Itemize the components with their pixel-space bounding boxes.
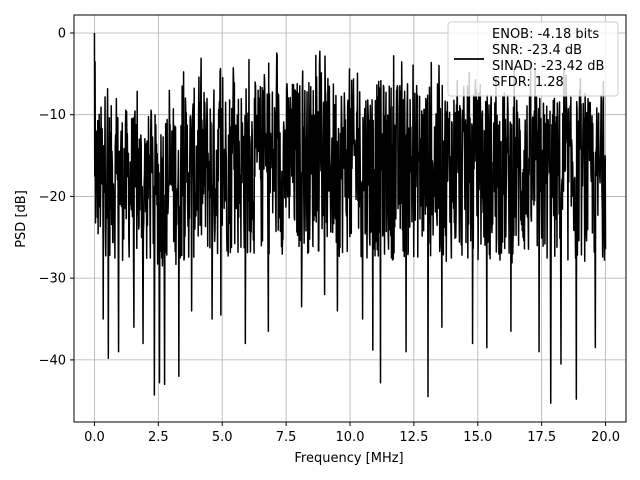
y-tick-label: −20: [39, 190, 66, 205]
y-tick-label: −10: [39, 108, 66, 123]
x-tick-label: 5.0: [212, 430, 233, 445]
x-tick-label: 7.5: [276, 430, 297, 445]
legend-box: [447, 21, 619, 97]
x-axis-ticks: 0.0 2.5 5.0 7.5 10.0 12.5 15.0 17.5 20.0: [84, 422, 620, 445]
x-tick-label: 2.5: [148, 430, 169, 445]
legend-entry-line: SNR: -23.4 dB: [492, 43, 582, 58]
y-axis-label: PSD [dB]: [14, 190, 29, 248]
x-tick-label: 15.0: [463, 430, 492, 445]
legend: ENOB: -4.18 bits SNR: -23.4 dB SINAD: -23.…: [447, 21, 619, 97]
y-tick-label: −30: [39, 272, 66, 287]
psd-trace-group: [93, 32, 607, 404]
x-axis-label: Frequency [MHz]: [294, 451, 403, 466]
legend-entry-text: ENOB: -4.18 bits SNR: -23.4 dB SINAD: -23.…: [492, 27, 604, 90]
x-tick-label: 0.0: [84, 430, 105, 445]
x-tick-label: 17.5: [527, 430, 556, 445]
psd-series-line: [93, 32, 607, 404]
x-tick-label: 10.0: [336, 430, 365, 445]
y-tick-label: 0: [58, 26, 66, 41]
x-tick-label: 12.5: [399, 430, 428, 445]
y-axis-ticks: 0 −10 −20 −30 −40: [39, 26, 74, 368]
x-tick-label: 20.0: [591, 430, 620, 445]
legend-entry-line: ENOB: -4.18 bits: [492, 27, 599, 42]
legend-entry-line: SINAD: -23.42 dB: [492, 59, 604, 74]
y-tick-label: −40: [39, 353, 66, 368]
legend-entry-line: SFDR: 1.28: [492, 75, 564, 90]
